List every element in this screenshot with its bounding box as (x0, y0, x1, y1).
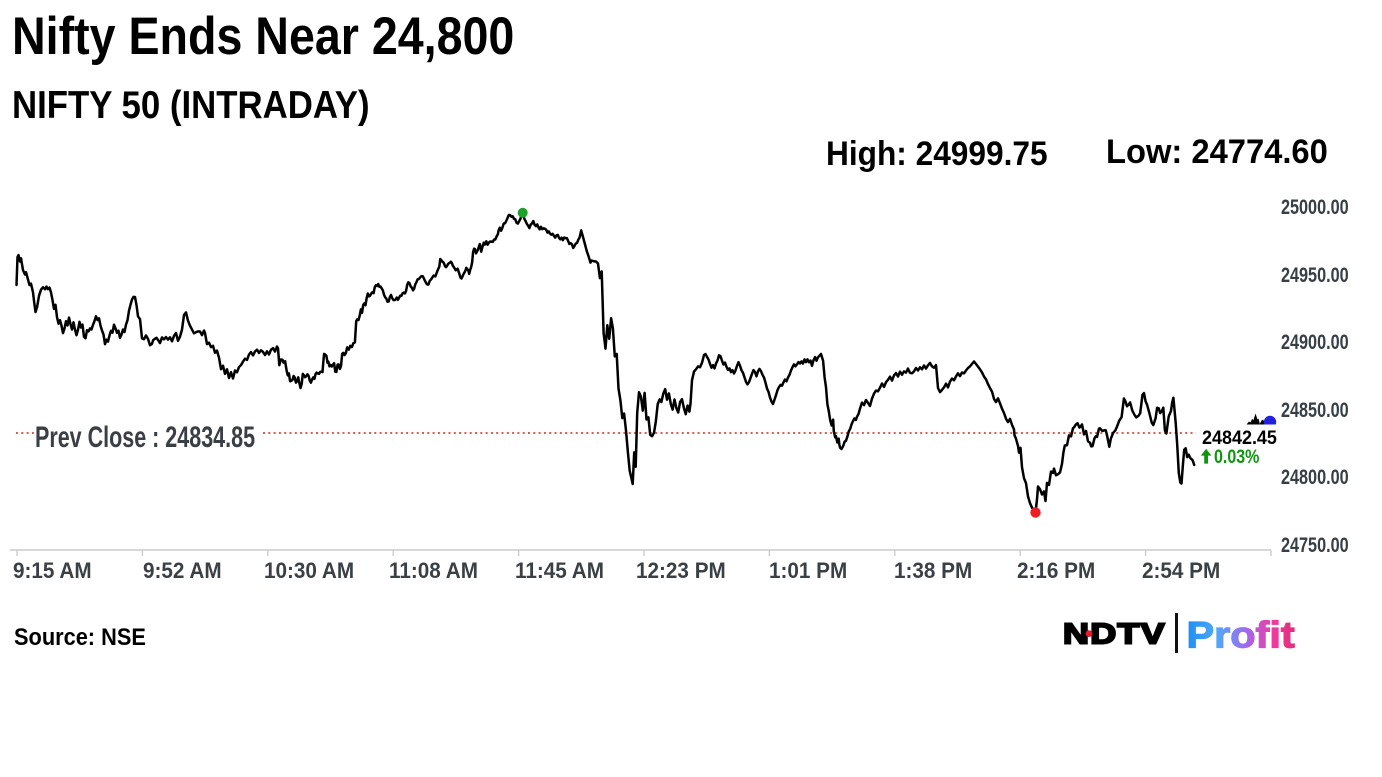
svg-text:NDTV: NDTV (1063, 617, 1166, 650)
svg-text:Profit: Profit (1187, 615, 1295, 656)
